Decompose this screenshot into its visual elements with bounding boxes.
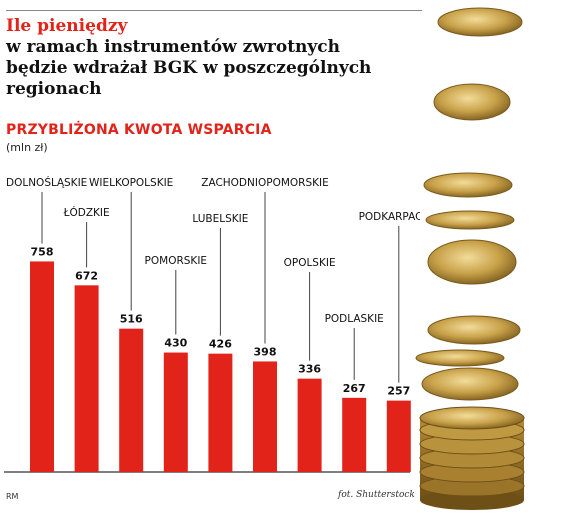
coin-icon — [427, 239, 517, 285]
coin-icon — [427, 315, 521, 345]
data-label: 267 — [343, 382, 366, 395]
data-label: 257 — [387, 385, 410, 398]
category-label: ZACHODNIOPOMORSKIE — [201, 177, 328, 189]
chart-title: Ile pieniędzy w ramach instrumentów zwro… — [6, 16, 446, 100]
category-label: POMORSKIE — [145, 255, 208, 267]
data-label: 516 — [120, 313, 143, 326]
footer-credit-left: RM — [6, 492, 19, 501]
chart-subtitle: PRZYBLIŻONA KWOTA WSPARCIA — [6, 122, 272, 138]
data-label: 758 — [31, 245, 54, 258]
category-label: PODKARPACKIE — [359, 211, 420, 223]
coins-illustration — [415, 7, 525, 510]
bars-layer: 758 DOLNOŚLĄSKIE 672 ŁÓDZKIE 516 WIELKOPOLSKI… — [4, 176, 420, 473]
data-label: 430 — [164, 337, 187, 350]
category-label: DOLNOŚLĄSKIE — [6, 176, 87, 189]
coin-icon — [415, 349, 505, 367]
bar — [163, 352, 188, 472]
coin-icon — [423, 172, 513, 198]
bar-chart: 758 DOLNOŚLĄSKIE 672 ŁÓDZKIE 516 WIELKOPOLSKI… — [4, 176, 420, 473]
title-line-3: będzie wdrażał BGK w poszczególnych regi… — [6, 58, 372, 99]
footer-credit-right: fot. Shutterstock — [338, 490, 415, 500]
title-line-1: Ile pieniędzy — [6, 16, 128, 36]
data-label: 672 — [75, 269, 98, 282]
category-label: WIELKOPOLSKIE — [89, 177, 173, 189]
bar — [30, 261, 54, 472]
top-rule — [6, 10, 422, 11]
category-label: ŁÓDZKIE — [63, 206, 110, 219]
coin-icon — [433, 83, 511, 121]
bar — [342, 397, 367, 472]
bar — [119, 328, 144, 472]
coin-icon — [425, 210, 515, 230]
coin-icon — [437, 7, 523, 37]
data-label: 336 — [298, 363, 321, 376]
bar — [74, 285, 99, 472]
coin-stack-icon — [419, 406, 525, 510]
unit-label: (mln zł) — [6, 141, 48, 154]
category-label: LUBELSKIE — [192, 213, 248, 225]
bar — [297, 378, 322, 472]
data-label: 426 — [209, 338, 232, 351]
category-label: OPOLSKIE — [284, 257, 336, 269]
data-label: 398 — [254, 345, 277, 358]
bar — [208, 353, 233, 472]
bar — [386, 400, 411, 472]
title-line-2: w ramach instrumentów zwrotnych — [6, 37, 341, 57]
bar — [253, 361, 277, 472]
category-label: PODLASKIE — [325, 313, 384, 325]
coin-icon — [421, 367, 519, 401]
